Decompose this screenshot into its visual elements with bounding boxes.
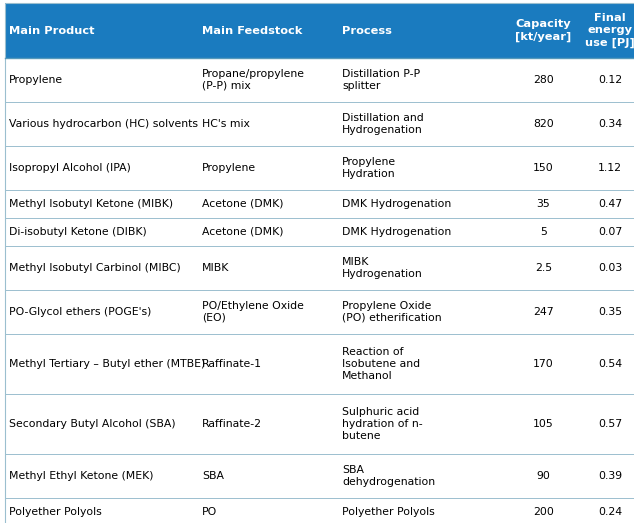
Text: 0.03: 0.03 bbox=[598, 263, 622, 273]
Bar bbox=[5, 498, 634, 523]
Text: Isopropyl Alcohol (IPA): Isopropyl Alcohol (IPA) bbox=[9, 163, 131, 173]
Text: 0.57: 0.57 bbox=[598, 419, 622, 429]
Text: 0.12: 0.12 bbox=[598, 75, 622, 85]
Text: Process: Process bbox=[342, 26, 392, 36]
Text: 200: 200 bbox=[533, 507, 554, 517]
Bar bbox=[5, 246, 634, 290]
Text: 170: 170 bbox=[533, 359, 554, 369]
Text: 35: 35 bbox=[536, 199, 550, 209]
Text: Polyether Polyols: Polyether Polyols bbox=[342, 507, 435, 517]
Text: PO/Ethylene Oxide
(EO): PO/Ethylene Oxide (EO) bbox=[202, 301, 304, 323]
Text: Propylene
Hydration: Propylene Hydration bbox=[342, 157, 396, 179]
Bar bbox=[5, 146, 634, 190]
Text: SBA
dehydrogenation: SBA dehydrogenation bbox=[342, 465, 435, 487]
Text: Di-isobutyl Ketone (DIBK): Di-isobutyl Ketone (DIBK) bbox=[9, 227, 146, 237]
Text: 1.12: 1.12 bbox=[598, 163, 622, 173]
Text: SBA: SBA bbox=[202, 471, 224, 481]
Text: Polyether Polyols: Polyether Polyols bbox=[9, 507, 101, 517]
Text: 0.34: 0.34 bbox=[598, 119, 622, 129]
Text: Main Feedstock: Main Feedstock bbox=[202, 26, 302, 36]
Bar bbox=[5, 102, 634, 146]
Text: Sulphuric acid
hydration of n-
butene: Sulphuric acid hydration of n- butene bbox=[342, 407, 423, 441]
Text: Propylene: Propylene bbox=[202, 163, 256, 173]
Text: 0.47: 0.47 bbox=[598, 199, 622, 209]
Text: Various hydrocarbon (HC) solvents: Various hydrocarbon (HC) solvents bbox=[9, 119, 198, 129]
Text: Propane/propylene
(P-P) mix: Propane/propylene (P-P) mix bbox=[202, 69, 305, 91]
Bar bbox=[5, 218, 634, 246]
Text: MIBK
Hydrogenation: MIBK Hydrogenation bbox=[342, 257, 423, 279]
Text: 247: 247 bbox=[533, 307, 554, 317]
Text: Propylene: Propylene bbox=[9, 75, 63, 85]
Text: Capacity
[kt/year]: Capacity [kt/year] bbox=[515, 19, 572, 42]
Text: Methyl Tertiary – Butyl ether (MTBE): Methyl Tertiary – Butyl ether (MTBE) bbox=[9, 359, 205, 369]
Text: Distillation P-P
splitter: Distillation P-P splitter bbox=[342, 69, 420, 91]
Bar bbox=[5, 290, 634, 334]
Text: Acetone (DMK): Acetone (DMK) bbox=[202, 199, 283, 209]
Text: Reaction of
Isobutene and
Methanol: Reaction of Isobutene and Methanol bbox=[342, 347, 420, 381]
Text: 5: 5 bbox=[540, 227, 547, 237]
Text: 0.07: 0.07 bbox=[598, 227, 622, 237]
Text: Distillation and
Hydrogenation: Distillation and Hydrogenation bbox=[342, 113, 424, 135]
Text: MIBK: MIBK bbox=[202, 263, 230, 273]
Bar bbox=[5, 3, 634, 58]
Text: Methyl Isobutyl Ketone (MIBK): Methyl Isobutyl Ketone (MIBK) bbox=[9, 199, 173, 209]
Text: 2.5: 2.5 bbox=[535, 263, 552, 273]
Text: 0.24: 0.24 bbox=[598, 507, 622, 517]
Bar bbox=[5, 334, 634, 394]
Text: DMK Hydrogenation: DMK Hydrogenation bbox=[342, 227, 451, 237]
Text: 0.35: 0.35 bbox=[598, 307, 622, 317]
Text: 0.54: 0.54 bbox=[598, 359, 622, 369]
Text: Acetone (DMK): Acetone (DMK) bbox=[202, 227, 283, 237]
Text: 820: 820 bbox=[533, 119, 554, 129]
Text: PO-Glycol ethers (POGE's): PO-Glycol ethers (POGE's) bbox=[9, 307, 152, 317]
Text: 280: 280 bbox=[533, 75, 554, 85]
Text: PO: PO bbox=[202, 507, 217, 517]
Text: Methyl Ethyl Ketone (MEK): Methyl Ethyl Ketone (MEK) bbox=[9, 471, 153, 481]
Text: Main Product: Main Product bbox=[9, 26, 94, 36]
Text: 0.39: 0.39 bbox=[598, 471, 622, 481]
Text: Raffinate-2: Raffinate-2 bbox=[202, 419, 262, 429]
Text: 150: 150 bbox=[533, 163, 554, 173]
Bar bbox=[5, 58, 634, 102]
Text: 90: 90 bbox=[536, 471, 550, 481]
Text: Secondary Butyl Alcohol (SBA): Secondary Butyl Alcohol (SBA) bbox=[9, 419, 176, 429]
Bar bbox=[5, 190, 634, 218]
Text: HC's mix: HC's mix bbox=[202, 119, 250, 129]
Text: 105: 105 bbox=[533, 419, 554, 429]
Text: DMK Hydrogenation: DMK Hydrogenation bbox=[342, 199, 451, 209]
Text: Raffinate-1: Raffinate-1 bbox=[202, 359, 262, 369]
Text: Propylene Oxide
(PO) etherification: Propylene Oxide (PO) etherification bbox=[342, 301, 442, 323]
Bar bbox=[5, 454, 634, 498]
Text: Methyl Isobutyl Carbinol (MIBC): Methyl Isobutyl Carbinol (MIBC) bbox=[9, 263, 181, 273]
Bar bbox=[5, 394, 634, 454]
Text: Final
energy
use [PJ]: Final energy use [PJ] bbox=[585, 14, 634, 48]
